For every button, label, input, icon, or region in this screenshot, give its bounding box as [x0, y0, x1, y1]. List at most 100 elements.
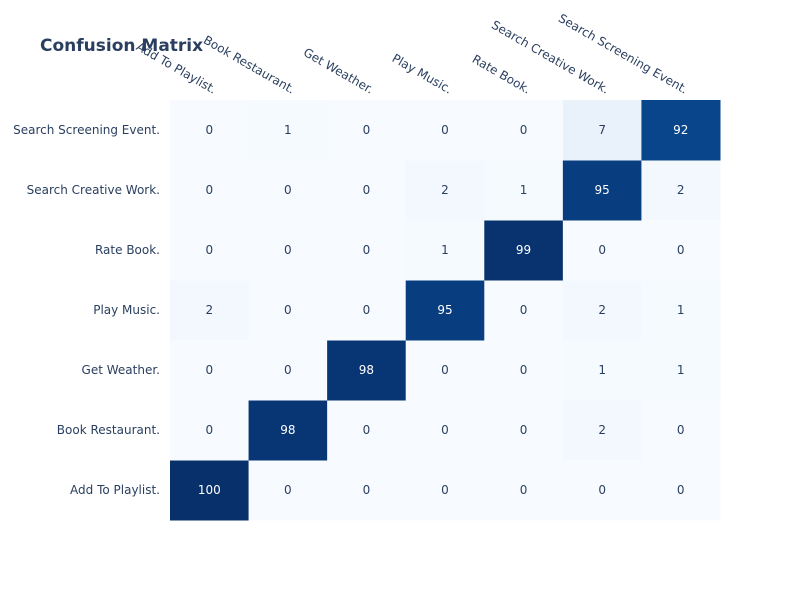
- cell-value-label: 0: [441, 123, 449, 137]
- heatmap-cell-search-creative-work-search-creative-work: [562, 160, 642, 221]
- heatmap-cell-search-creative-work-book-restaurant: [248, 160, 328, 221]
- y-tick-label-play-music: Play Music.: [93, 303, 160, 317]
- cell-value-label: 98: [359, 363, 374, 377]
- cell-value-label: 1: [598, 363, 606, 377]
- heatmap-cell-get-weather-search-screening-event: [641, 340, 721, 401]
- heatmap-cell-search-creative-work-rate-book: [484, 160, 564, 221]
- cell-value-label: 0: [598, 483, 606, 497]
- cell-value-label: 95: [595, 183, 610, 197]
- x-tick-label-get-weather: Get Weather.: [301, 45, 376, 96]
- cell-value-label: 0: [284, 483, 292, 497]
- cell-value-label: 0: [520, 303, 528, 317]
- heatmap-cell-rate-book-search-screening-event: [641, 220, 721, 281]
- y-tick-label-search-screening-event: Search Screening Event.: [13, 123, 160, 137]
- cell-value-label: 0: [677, 483, 685, 497]
- cell-value-label: 95: [437, 303, 452, 317]
- y-tick-label-rate-book: Rate Book.: [95, 243, 160, 257]
- heatmap-cell-labels: 100 0 0 0 0 0 00 98 0 0 0 2 00 0 98 0 0 1 12 0 0 95 0 2 10 0 0 1 99 0…: [198, 123, 689, 497]
- heatmap-cell-book-restaurant-play-music: [405, 400, 485, 461]
- heatmap-cell-add-to-playlist-search-creative-work: [562, 460, 642, 521]
- heatmap-cell-search-screening-event-get-weather: [327, 100, 407, 161]
- cell-value-label: 7: [598, 123, 606, 137]
- heatmap-cell-rate-book-add-to-playlist: [170, 220, 250, 281]
- cell-value-label: 0: [677, 423, 685, 437]
- heatmap-cell-rate-book-search-creative-work: [562, 220, 642, 281]
- heatmap-cell-search-creative-work-search-screening-event: [641, 160, 721, 221]
- cell-value-label: 2: [205, 303, 213, 317]
- cell-value-label: 0: [363, 243, 371, 257]
- heatmap-cell-book-restaurant-search-screening-event: [641, 400, 721, 461]
- cell-value-label: 0: [441, 483, 449, 497]
- cell-value-label: 0: [363, 183, 371, 197]
- x-tick-label-play-music: Play Music.: [390, 51, 455, 97]
- heatmap-cell-play-music-get-weather: [327, 280, 407, 341]
- heatmap-cells: [170, 100, 721, 521]
- heatmap-cell-search-screening-event-search-creative-work: [562, 100, 642, 161]
- heatmap-cell-add-to-playlist-book-restaurant: [248, 460, 328, 521]
- cell-value-label: 1: [677, 363, 685, 377]
- cell-value-label: 0: [441, 423, 449, 437]
- cell-value-label: 0: [441, 363, 449, 377]
- cell-value-label: 1: [520, 183, 528, 197]
- cell-value-label: 0: [363, 123, 371, 137]
- heatmap-cell-add-to-playlist-search-screening-event: [641, 460, 721, 521]
- cell-value-label: 0: [520, 483, 528, 497]
- heatmap-cell-search-screening-event-search-screening-event: [641, 100, 721, 161]
- heatmap-cell-search-screening-event-add-to-playlist: [170, 100, 250, 161]
- heatmap-cell-book-restaurant-rate-book: [484, 400, 564, 461]
- y-tick-label-book-restaurant: Book Restaurant.: [57, 423, 160, 437]
- chart-title: Confusion Matrix: [40, 36, 203, 56]
- heatmap-cell-rate-book-rate-book: [484, 220, 564, 281]
- cell-value-label: 0: [205, 123, 213, 137]
- cell-value-label: 1: [441, 243, 449, 257]
- cell-value-label: 2: [677, 183, 685, 197]
- x-axis-tick-labels: Add To Playlist.Book Restaurant. Get Weat…: [134, 11, 690, 97]
- cell-value-label: 1: [677, 303, 685, 317]
- heatmap-cell-search-screening-event-rate-book: [484, 100, 564, 161]
- y-tick-label-get-weather: Get Weather.: [82, 363, 160, 377]
- cell-value-label: 0: [205, 423, 213, 437]
- cell-value-label: 2: [598, 423, 606, 437]
- cell-value-label: 0: [520, 123, 528, 137]
- heatmap-cell-add-to-playlist-play-music: [405, 460, 485, 521]
- cell-value-label: 0: [363, 303, 371, 317]
- x-tick-label-rate-book: Rate Book.: [470, 52, 533, 97]
- heatmap-cell-search-screening-event-play-music: [405, 100, 485, 161]
- heatmap-cell-play-music-book-restaurant: [248, 280, 328, 341]
- heatmap-cell-add-to-playlist-add-to-playlist: [170, 460, 250, 521]
- cell-value-label: 0: [520, 423, 528, 437]
- heatmap-cell-rate-book-book-restaurant: [248, 220, 328, 281]
- heatmap-cell-book-restaurant-get-weather: [327, 400, 407, 461]
- heatmap-cell-rate-book-get-weather: [327, 220, 407, 281]
- cell-value-label: 0: [363, 423, 371, 437]
- heatmap-cell-book-restaurant-search-creative-work: [562, 400, 642, 461]
- cell-value-label: 0: [205, 363, 213, 377]
- heatmap-cell-get-weather-add-to-playlist: [170, 340, 250, 401]
- heatmap-cell-get-weather-get-weather: [327, 340, 407, 401]
- cell-value-label: 2: [598, 303, 606, 317]
- heatmap-cell-add-to-playlist-get-weather: [327, 460, 407, 521]
- cell-value-label: 0: [205, 183, 213, 197]
- heatmap-cell-rate-book-play-music: [405, 220, 485, 281]
- heatmap-cell-play-music-add-to-playlist: [170, 280, 250, 341]
- heatmap-cell-play-music-search-creative-work: [562, 280, 642, 341]
- heatmap-cell-get-weather-rate-book: [484, 340, 564, 401]
- cell-value-label: 0: [284, 303, 292, 317]
- heatmap-cell-play-music-search-screening-event: [641, 280, 721, 341]
- heatmap-cell-book-restaurant-book-restaurant: [248, 400, 328, 461]
- heatmap-cell-get-weather-play-music: [405, 340, 485, 401]
- cell-value-label: 0: [284, 183, 292, 197]
- heatmap-cell-search-creative-work-get-weather: [327, 160, 407, 221]
- heatmap-cell-get-weather-search-creative-work: [562, 340, 642, 401]
- cell-value-label: 98: [280, 423, 295, 437]
- heatmap-cell-search-creative-work-add-to-playlist: [170, 160, 250, 221]
- cell-value-label: 0: [363, 483, 371, 497]
- heatmap-cell-get-weather-book-restaurant: [248, 340, 328, 401]
- cell-value-label: 0: [205, 243, 213, 257]
- heatmap-cell-search-creative-work-play-music: [405, 160, 485, 221]
- y-tick-label-add-to-playlist: Add To Playlist.: [70, 483, 160, 497]
- y-tick-label-search-creative-work: Search Creative Work.: [27, 183, 160, 197]
- cell-value-label: 92: [673, 123, 688, 137]
- cell-value-label: 1: [284, 123, 292, 137]
